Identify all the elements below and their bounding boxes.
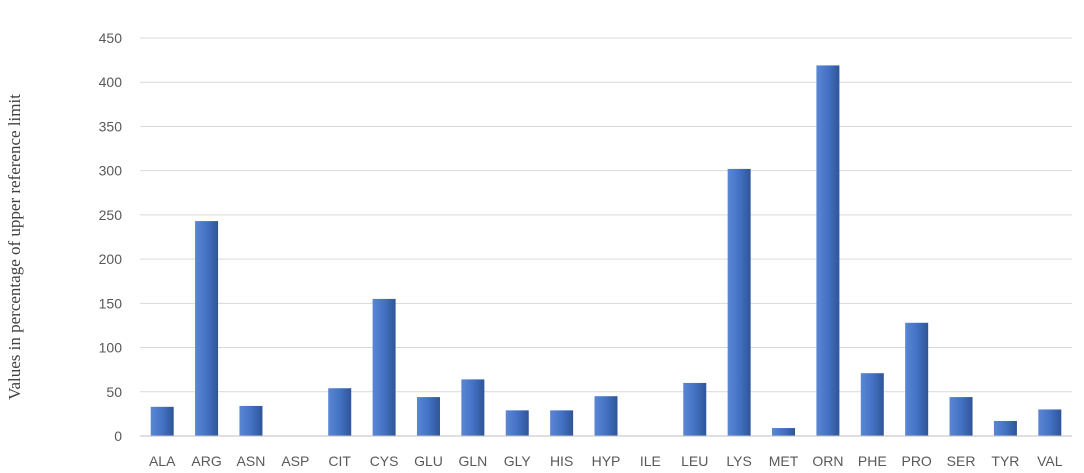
x-tick-label: HYP [592, 453, 621, 469]
bar-orn [816, 65, 840, 436]
bar-lys [727, 168, 751, 437]
bar-asn [239, 405, 263, 436]
x-tick-label: LEU [681, 453, 708, 469]
x-tick-label: LYS [726, 453, 751, 469]
bar-gly [505, 410, 529, 436]
bar-phe [860, 373, 884, 436]
bar-hyp [594, 396, 618, 436]
bar-his [550, 410, 574, 436]
bar-met [772, 428, 796, 436]
x-tick-label: PHE [858, 453, 887, 469]
bar-ala [150, 406, 174, 436]
bar-pro [905, 322, 929, 436]
x-tick-label: GLN [458, 453, 487, 469]
bar-val [1038, 409, 1062, 436]
bar-glu [416, 397, 440, 436]
x-tick-label: ALA [149, 453, 176, 469]
x-tick-label: HIS [550, 453, 573, 469]
x-tick-label: ILE [640, 453, 661, 469]
bars [150, 65, 1062, 437]
x-tick-label: ORN [812, 453, 843, 469]
x-tick-labels: ALA ARG ASN ASP CIT CYS GLU GLN GLY HIS HYP ILE LEU L… [149, 453, 1063, 469]
x-tick-label: PRO [901, 453, 931, 469]
x-tick-label: TYR [991, 453, 1019, 469]
x-tick-label: CYS [370, 453, 399, 469]
x-tick-label: ARG [191, 453, 221, 469]
bar-gln [461, 379, 485, 436]
bar-tyr [993, 420, 1017, 436]
gridlines [140, 37, 1072, 393]
x-tick-label: ASN [237, 453, 266, 469]
bar-ser [949, 397, 973, 436]
x-tick-label: GLY [504, 453, 532, 469]
x-tick-label: SER [947, 453, 976, 469]
x-tick-label: ASP [281, 453, 309, 469]
bar-leu [683, 382, 707, 436]
bar-arg [195, 221, 219, 436]
y-tick-label: 150 [99, 295, 123, 311]
y-tick-label: 200 [99, 251, 123, 267]
y-tick-label: 400 [99, 74, 123, 90]
y-tick-label: 0 [114, 428, 122, 444]
y-axis-label: Values in percentage of upper reference … [5, 94, 24, 400]
y-tick-label: 300 [99, 163, 123, 179]
x-tick-label: CIT [328, 453, 351, 469]
y-tick-label: 250 [99, 207, 123, 223]
y-tick-labels: 0 50 100 150 200 250 300 350 400 450 [99, 30, 123, 444]
bar-cit [328, 388, 352, 436]
x-tick-label: GLU [414, 453, 443, 469]
x-tick-label: MET [769, 453, 799, 469]
y-tick-label: 350 [99, 118, 123, 134]
y-tick-label: 450 [99, 30, 123, 46]
bar-cys [372, 298, 396, 436]
x-tick-label: VAL [1037, 453, 1063, 469]
y-tick-label: 50 [106, 384, 122, 400]
y-tick-label: 100 [99, 340, 123, 356]
